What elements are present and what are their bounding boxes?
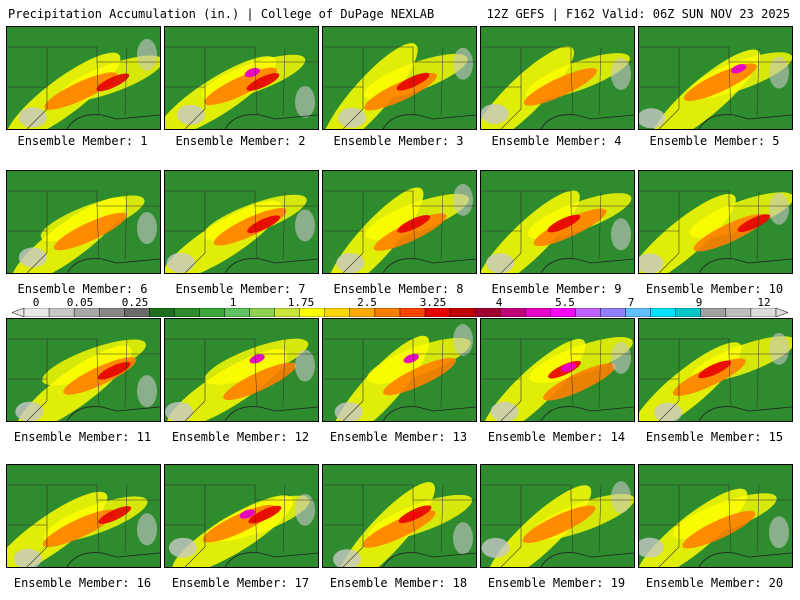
colorbar-swatch <box>174 308 200 317</box>
colorbar-tick-label: 0.25 <box>121 296 149 309</box>
ensemble-member-label: Ensemble Member: 1 <box>17 134 148 148</box>
colorbar-swatch <box>625 308 651 317</box>
colorbar <box>12 308 788 317</box>
ensemble-map-panel <box>164 318 319 422</box>
ensemble-member-label: Ensemble Member: 4 <box>491 134 622 148</box>
colorbar-tick-label: 4 <box>495 296 503 309</box>
colorbar-swatch <box>224 308 250 317</box>
colorbar-swatch <box>525 308 551 317</box>
ensemble-map-panel <box>480 318 635 422</box>
ensemble-member-label: Ensemble Member: 16 <box>13 576 152 590</box>
colorbar-swatch <box>424 308 451 317</box>
ensemble-member-label: Ensemble Member: 20 <box>645 576 784 590</box>
map-title: Precipitation Accumulation (in.) | Colle… <box>8 7 435 21</box>
colorbar-swatch <box>500 308 526 317</box>
ensemble-member-label: Ensemble Member: 11 <box>13 430 152 444</box>
colorbar-swatch <box>249 308 275 317</box>
colorbar-tick-label: 0.05 <box>66 296 94 309</box>
colorbar-tick-label: 7 <box>627 296 635 309</box>
colorbar-tick-label: 9 <box>695 296 703 309</box>
colorbar-swatch <box>550 308 576 317</box>
colorbar-tick-label: 1 <box>229 296 237 309</box>
ensemble-map-panel <box>322 26 477 130</box>
colorbar-swatch <box>600 308 626 317</box>
colorbar-swatch <box>725 308 752 317</box>
colorbar-tick-label: 5.5 <box>555 296 575 309</box>
ensemble-map-panel <box>638 170 793 274</box>
colorbar-swatch <box>475 308 501 317</box>
colorbar-swatch <box>650 308 676 317</box>
ensemble-member-label: Ensemble Member: 8 <box>333 282 464 296</box>
ensemble-member-label: Ensemble Member: 18 <box>329 576 468 590</box>
colorbar-swatch <box>98 308 125 317</box>
ensemble-member-label: Ensemble Member: 13 <box>329 430 468 444</box>
ensemble-map-panel <box>480 26 635 130</box>
colorbar-tick-label: 3.25 <box>419 296 447 309</box>
ensemble-member-label: Ensemble Member: 3 <box>333 134 464 148</box>
ensemble-member-label: Ensemble Member: 2 <box>175 134 306 148</box>
colorbar-swatch <box>199 308 225 317</box>
colorbar-swatch <box>750 308 777 317</box>
colorbar-swatch <box>73 308 100 317</box>
colorbar-swatch <box>700 308 727 317</box>
ensemble-map-panel <box>638 26 793 130</box>
ensemble-map-panel <box>6 170 161 274</box>
colorbar-swatch <box>575 308 601 317</box>
colorbar-swatch <box>23 308 50 317</box>
ensemble-member-label: Ensemble Member: 19 <box>487 576 626 590</box>
colorbar-swatch <box>374 308 401 317</box>
ensemble-map-panel <box>164 26 319 130</box>
ensemble-map-panel <box>164 170 319 274</box>
ensemble-map-panel <box>322 318 477 422</box>
ensemble-map-panel <box>164 464 319 568</box>
ensemble-member-label: Ensemble Member: 7 <box>175 282 306 296</box>
colorbar-tick-label: 0 <box>32 296 40 309</box>
ensemble-member-label: Ensemble Member: 17 <box>171 576 310 590</box>
colorbar-swatch <box>274 308 300 317</box>
colorbar-tick-label: 1.75 <box>287 296 315 309</box>
colorbar-swatch <box>399 308 426 317</box>
colorbar-swatch <box>124 308 150 317</box>
ensemble-map-panel <box>480 464 635 568</box>
colorbar-tick-label: 2.5 <box>357 296 377 309</box>
ensemble-map-panel <box>6 26 161 130</box>
colorbar-swatch <box>149 308 175 317</box>
colorbar-swatch <box>449 308 476 317</box>
colorbar-swatch <box>48 308 75 317</box>
ensemble-member-label: Ensemble Member: 15 <box>645 430 784 444</box>
colorbar-tick-label: 12 <box>757 296 771 309</box>
ensemble-map-panel <box>322 464 477 568</box>
ensemble-member-label: Ensemble Member: 14 <box>487 430 626 444</box>
colorbar-swatch <box>675 308 702 317</box>
ensemble-map-panel <box>6 464 161 568</box>
model-run-info: 12Z GEFS | F162 Valid: 06Z SUN NOV 23 20… <box>486 7 790 21</box>
ensemble-member-label: Ensemble Member: 5 <box>649 134 780 148</box>
ensemble-member-label: Ensemble Member: 9 <box>491 282 622 296</box>
ensemble-member-label: Ensemble Member: 10 <box>645 282 784 296</box>
ensemble-map-panel <box>638 318 793 422</box>
ensemble-member-label: Ensemble Member: 12 <box>171 430 310 444</box>
ensemble-map-panel <box>480 170 635 274</box>
colorbar-swatch <box>299 308 326 317</box>
ensemble-map-panel <box>6 318 161 422</box>
ensemble-map-panel <box>638 464 793 568</box>
colorbar-swatch <box>349 308 376 317</box>
ensemble-map-panel <box>322 170 477 274</box>
ensemble-member-label: Ensemble Member: 6 <box>17 282 148 296</box>
colorbar-swatch <box>324 308 351 317</box>
